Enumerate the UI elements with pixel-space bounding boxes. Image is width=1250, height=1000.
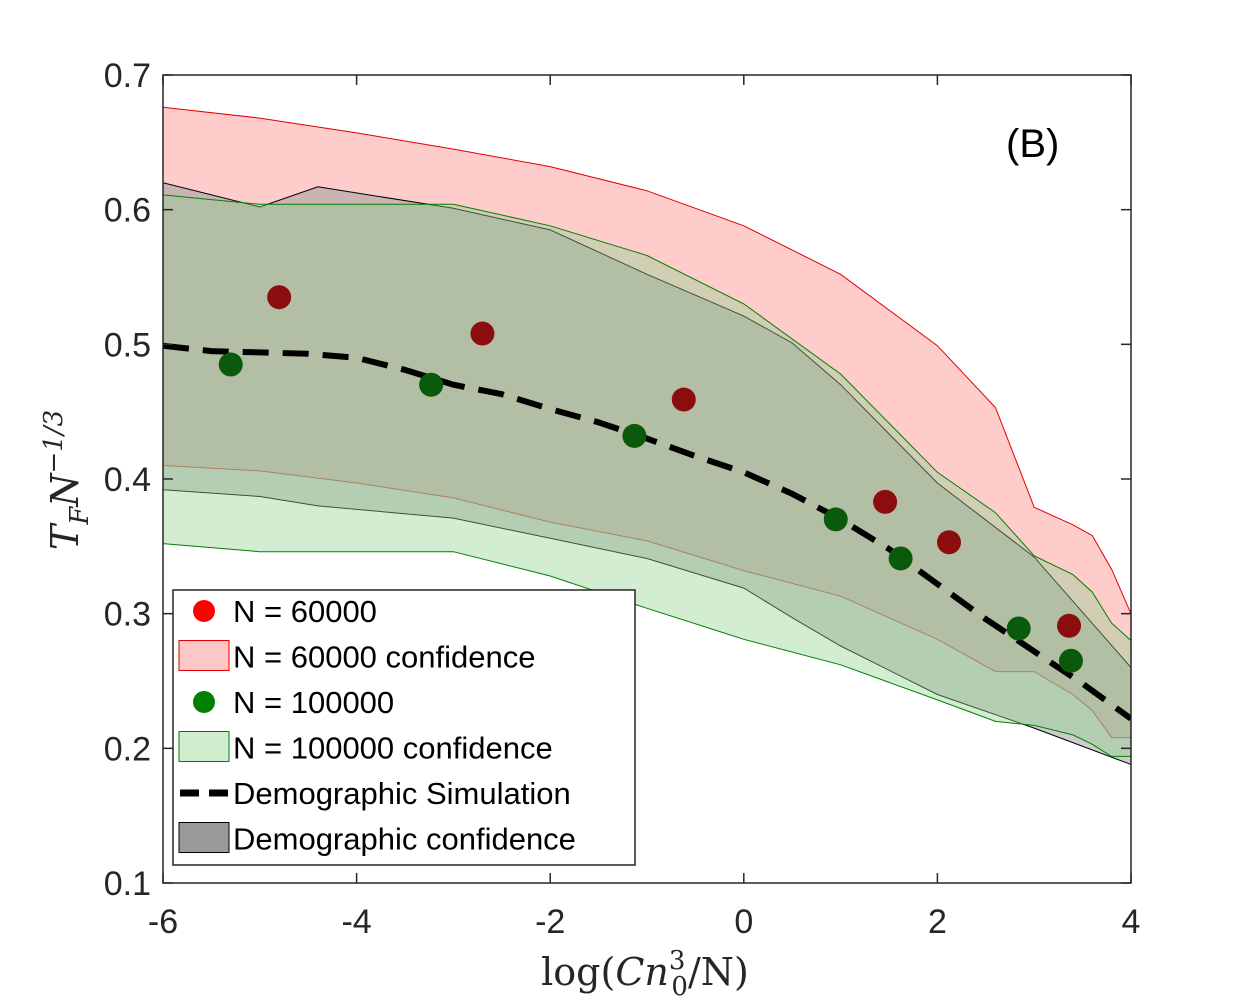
scatter-points — [218, 285, 1083, 673]
confidence-bands — [163, 106, 1131, 766]
legend-n-60000-label: N = 60000 — [233, 594, 377, 629]
legend-n-60000-confidence-label: N = 60000 confidence — [233, 640, 535, 675]
legend: N = 60000 N = 60000 confidence N = 100000 N… — [172, 589, 636, 866]
point-n-60000-3 — [873, 489, 898, 514]
point-n-100000-2 — [622, 423, 647, 448]
demographic-curve-layer — [163, 342, 1131, 722]
y-tick-label: 0.5 — [104, 326, 151, 364]
legend-demographic-simulation-label: Demographic Simulation — [233, 776, 571, 811]
point-n-60000-4 — [937, 530, 962, 555]
x-tick-label: -2 — [535, 903, 565, 941]
x-tick-label: 2 — [928, 903, 947, 941]
line-demographic-simulation — [163, 342, 1131, 722]
panel-label: (B) — [1006, 122, 1059, 166]
legend-n-100000-label: N = 100000 — [233, 685, 394, 720]
x-tick-label: 4 — [1122, 903, 1141, 941]
y-tick-label: 0.1 — [104, 865, 151, 903]
legend-n-100000-swatch — [193, 691, 215, 713]
x-tick-label: -6 — [148, 903, 178, 941]
legend-n-100000-confidence-label: N = 100000 confidence — [233, 731, 553, 766]
point-n-100000-4 — [888, 546, 913, 571]
legend-n-60000-swatch — [193, 600, 215, 622]
point-n-60000-2 — [671, 387, 696, 412]
x-tick-label: -4 — [341, 903, 371, 941]
legend-n-100000-confidence-swatch — [178, 731, 230, 762]
point-n-60000-1 — [470, 321, 495, 346]
point-n-60000-5 — [1057, 613, 1082, 638]
point-n-60000-0 — [267, 285, 292, 310]
band-n-100000-confidence — [163, 194, 1131, 757]
y-tick-label: 0.3 — [104, 596, 151, 634]
point-n-100000-1 — [419, 372, 444, 397]
legend-box — [172, 589, 636, 866]
legend-n-60000-confidence-swatch — [178, 640, 230, 671]
axis-ticks: -6 -4 -2 0 2 4 0.1 0.2 0.3 0.4 0.5 0.6 0.7 — [104, 57, 1141, 941]
y-axis-title: TFN−1/3 — [39, 410, 95, 550]
band-demographic-confidence — [163, 182, 1131, 766]
legend-demographic-confidence-swatch — [178, 822, 230, 853]
point-n-100000-3 — [823, 507, 848, 532]
y-tick-label: 0.2 — [104, 730, 151, 768]
point-n-100000-0 — [218, 352, 243, 377]
point-n-100000-6 — [1058, 648, 1083, 673]
x-axis-title: log(Cn3 0/N) — [541, 946, 749, 1000]
y-tick-label: 0.6 — [104, 192, 151, 230]
point-n-100000-5 — [1006, 616, 1031, 641]
y-tick-label: 0.4 — [104, 461, 151, 499]
y-tick-label: 0.7 — [104, 57, 151, 95]
x-tick-label: 0 — [734, 903, 753, 941]
legend-demographic-confidence-label: Demographic confidence — [233, 822, 576, 857]
